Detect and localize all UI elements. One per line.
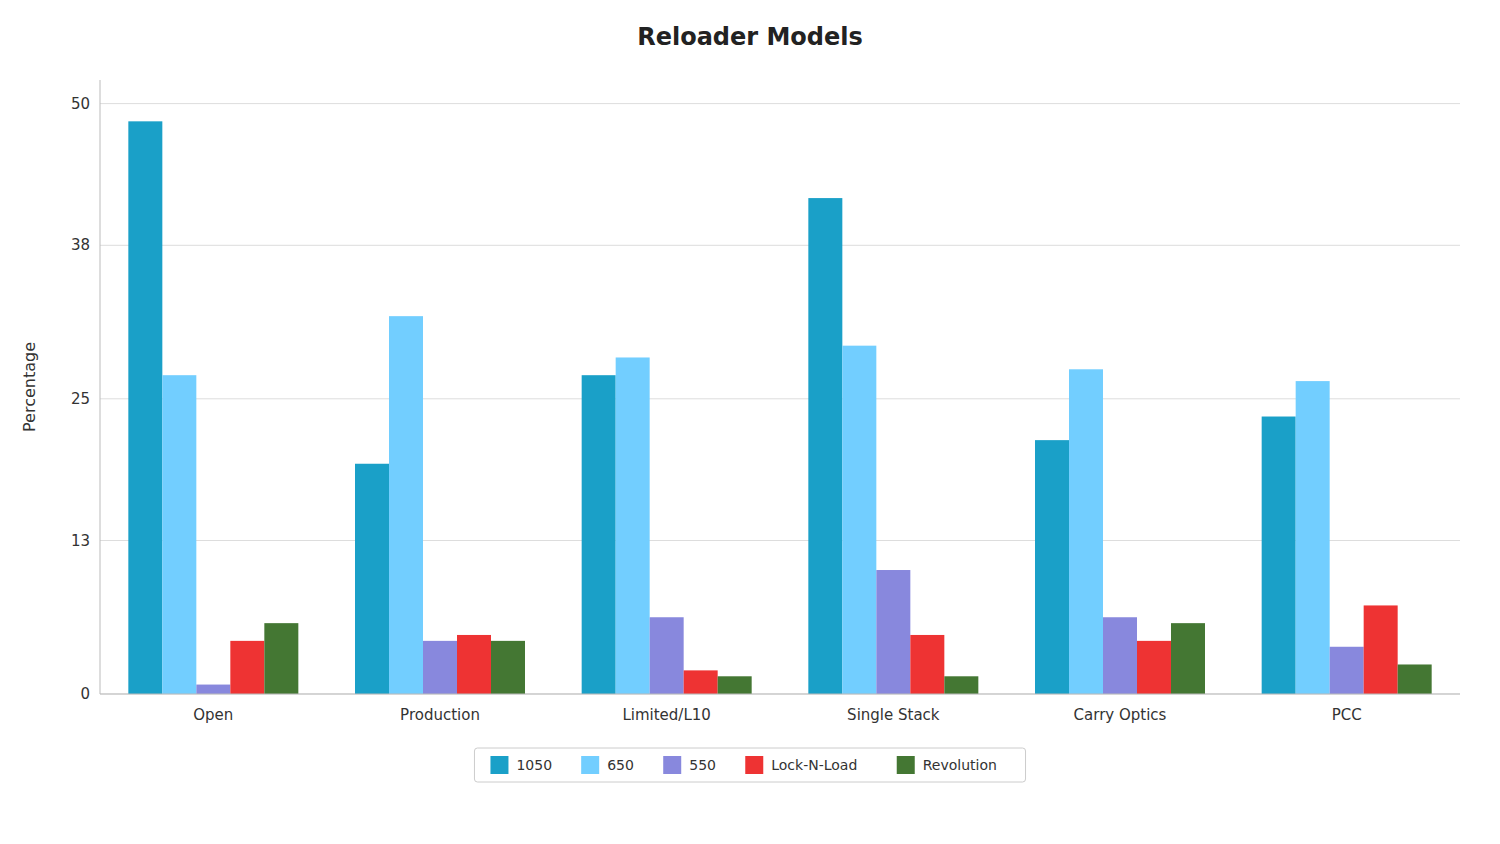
bar <box>389 316 423 694</box>
y-tick-label: 0 <box>80 685 90 703</box>
legend-label: 550 <box>689 757 716 773</box>
bar <box>718 676 752 694</box>
legend-swatch <box>490 756 508 774</box>
bar <box>491 641 525 694</box>
bar <box>128 121 162 694</box>
grid-line <box>100 245 1460 246</box>
bar <box>264 623 298 694</box>
bar <box>808 198 842 694</box>
x-tick-label: Production <box>400 706 480 724</box>
legend-label: Revolution <box>923 757 997 773</box>
y-tick-label: 13 <box>71 532 90 550</box>
bar <box>230 641 264 694</box>
bars <box>128 121 1431 694</box>
bar <box>1103 617 1137 694</box>
bar <box>1330 647 1364 694</box>
bar <box>582 375 616 694</box>
bar <box>876 570 910 694</box>
bar <box>423 641 457 694</box>
bar <box>1069 369 1103 694</box>
grid-line <box>100 540 1460 541</box>
bar <box>1035 440 1069 694</box>
chart-title: Reloader Models <box>637 23 863 51</box>
x-axis-line <box>100 694 1460 695</box>
bar <box>1137 641 1171 694</box>
legend-swatch <box>897 756 915 774</box>
grid-line <box>100 398 1460 399</box>
bar <box>457 635 491 694</box>
y-tick-label: 25 <box>71 390 90 408</box>
x-tick-label: Carry Optics <box>1074 706 1167 724</box>
bar <box>1262 417 1296 694</box>
grid-line <box>100 103 1460 104</box>
bar <box>1296 381 1330 694</box>
bar <box>1364 605 1398 694</box>
legend-swatch <box>745 756 763 774</box>
legend-swatch <box>581 756 599 774</box>
legend: 1050 650 550 Lock-N-Load Revolution <box>474 748 1025 782</box>
x-tick-label: Open <box>193 706 233 724</box>
grid <box>100 104 1460 694</box>
bar <box>1398 664 1432 694</box>
legend-frame <box>474 748 1025 782</box>
x-tick-label: Single Stack <box>847 706 940 724</box>
bar <box>684 670 718 694</box>
chart-svg: Reloader Models 0 13 25 38 50 Percentage Open Pr… <box>0 0 1500 844</box>
x-tick-label: PCC <box>1332 706 1362 724</box>
bar <box>616 357 650 694</box>
bar <box>196 685 230 694</box>
bar <box>842 346 876 694</box>
x-tick-label: Limited/L10 <box>622 706 710 724</box>
bar <box>1171 623 1205 694</box>
grid-line <box>100 694 1460 695</box>
legend-label: 650 <box>607 757 634 773</box>
bar <box>162 375 196 694</box>
y-axis-line <box>100 80 101 694</box>
legend-label: Lock-N-Load <box>771 757 857 773</box>
legend-swatch <box>663 756 681 774</box>
y-axis-label: Percentage <box>20 342 39 432</box>
chart-container: Reloader Models 0 13 25 38 50 Percentage Open Pr… <box>0 0 1500 844</box>
y-tick-label: 38 <box>71 236 90 254</box>
bar <box>650 617 684 694</box>
bar <box>355 464 389 694</box>
y-tick-label: 50 <box>71 95 90 113</box>
bar <box>910 635 944 694</box>
bar <box>944 676 978 694</box>
legend-label: 1050 <box>516 757 552 773</box>
